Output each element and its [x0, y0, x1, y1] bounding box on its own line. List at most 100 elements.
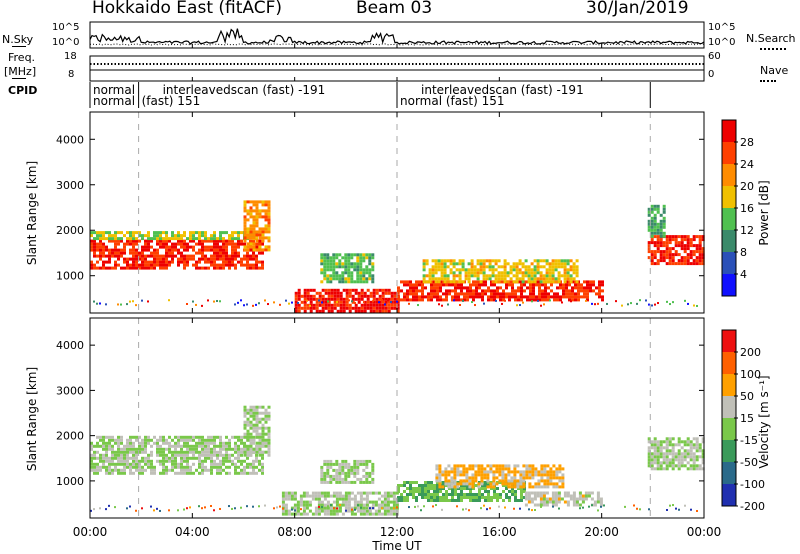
heatmap-cell — [147, 465, 150, 469]
heatmap-cell — [471, 301, 473, 304]
heatmap-cell — [114, 441, 117, 445]
heatmap-cell — [213, 248, 216, 252]
heatmap-cell — [695, 259, 699, 263]
heatmap-cell — [162, 266, 165, 270]
heatmap-cell — [147, 237, 150, 241]
heatmap-cell — [689, 467, 693, 471]
heatmap-cell — [210, 438, 213, 442]
heatmap-cell — [213, 447, 216, 451]
heatmap-cell — [424, 490, 427, 493]
heatmap-cell — [192, 248, 195, 252]
heatmap-cell — [462, 299, 464, 302]
heatmap-cell — [177, 450, 180, 454]
heatmap-cell — [485, 274, 489, 278]
heatmap-cell — [135, 237, 138, 241]
heatmap-cell — [662, 222, 666, 226]
heatmap-cell — [695, 247, 699, 251]
heatmap-cell — [689, 440, 693, 444]
heatmap-cell — [320, 474, 324, 478]
heatmap-cell — [472, 289, 475, 293]
heatmap-cell — [545, 271, 549, 275]
heatmap-cell — [597, 509, 599, 512]
heatmap-cell — [222, 266, 225, 270]
heatmap-cell — [662, 216, 666, 220]
heatmap-cell — [96, 231, 99, 235]
heatmap-cell — [671, 259, 675, 263]
heatmap-cell — [435, 504, 437, 507]
heatmap-cell — [102, 447, 105, 451]
heatmap-cell — [243, 209, 247, 213]
heatmap-cell — [449, 280, 453, 284]
heatmap-cell — [105, 266, 108, 270]
heatmap-cell — [99, 234, 102, 238]
heatmap-cell — [647, 219, 651, 223]
heatmap-cell — [183, 260, 186, 264]
heatmap-cell — [252, 251, 255, 255]
heatmap-cell — [329, 259, 333, 263]
heatmap-cell — [492, 482, 496, 486]
heatmap-cell — [493, 283, 496, 287]
heatmap-cell — [409, 280, 412, 284]
heatmap-cell — [302, 500, 306, 504]
heatmap-cell — [261, 227, 265, 231]
heatmap-cell — [306, 306, 310, 310]
heatmap-cell — [363, 301, 365, 304]
heatmap-cell — [656, 455, 660, 459]
heatmap-cell — [105, 248, 108, 252]
heatmap-cell — [424, 286, 427, 290]
heatmap-cell — [171, 462, 174, 466]
heatmap-cell — [507, 464, 511, 468]
heatmap-cell — [246, 257, 249, 261]
heatmap-cell — [174, 237, 177, 241]
heatmap-cell — [258, 236, 262, 240]
heatmap-cell — [371, 512, 375, 516]
heatmap-cell — [222, 237, 225, 241]
heatmap-cell — [521, 280, 525, 284]
heatmap-cell — [545, 277, 549, 281]
heatmap-cell — [258, 251, 261, 255]
heatmap-cell — [192, 254, 195, 258]
heatmap-cell — [117, 248, 120, 252]
heatmap-cell — [456, 473, 460, 477]
heatmap-cell — [323, 480, 327, 484]
heatmap-cell — [258, 200, 262, 204]
heatmap-cell — [434, 259, 438, 263]
heatmap-cell — [471, 482, 475, 486]
heatmap-cell — [135, 435, 138, 439]
heatmap-cell — [225, 435, 228, 439]
heatmap-cell — [201, 507, 203, 510]
heatmap-cell — [513, 473, 517, 477]
heatmap-cell — [665, 449, 669, 453]
heatmap-cell — [448, 289, 451, 293]
heatmap-cell — [562, 295, 565, 299]
heatmap-cell — [207, 299, 209, 302]
heatmap-cell — [261, 468, 264, 472]
heatmap-cell — [258, 438, 262, 442]
heatmap-cell — [135, 456, 138, 460]
heatmap-cell — [279, 303, 281, 306]
heatmap-cell — [356, 459, 360, 463]
heatmap-cell — [261, 417, 265, 421]
heatmap-cell — [341, 477, 345, 481]
heatmap-cell — [105, 303, 107, 306]
heatmap-cell — [397, 490, 400, 493]
heatmap-cell — [255, 200, 259, 204]
heatmap-cell — [476, 268, 480, 272]
heatmap-cell — [243, 426, 247, 430]
heatmap-cell — [243, 233, 247, 237]
heatmap-cell — [249, 236, 253, 240]
heatmap-cell — [492, 464, 496, 468]
heatmap-cell — [174, 459, 177, 463]
heatmap-cell — [468, 476, 472, 480]
heatmap-cell — [539, 503, 543, 507]
heatmap-cell — [665, 437, 669, 441]
heatmap-cell — [432, 505, 434, 508]
heatmap-cell — [126, 231, 129, 235]
heatmap-cell — [368, 268, 372, 272]
heatmap-cell — [267, 441, 271, 445]
heatmap-cell — [120, 254, 123, 258]
heatmap-cell — [695, 467, 699, 471]
heatmap-cell — [344, 494, 348, 498]
heatmap-cell — [135, 239, 138, 243]
heatmap-cell — [677, 449, 681, 453]
